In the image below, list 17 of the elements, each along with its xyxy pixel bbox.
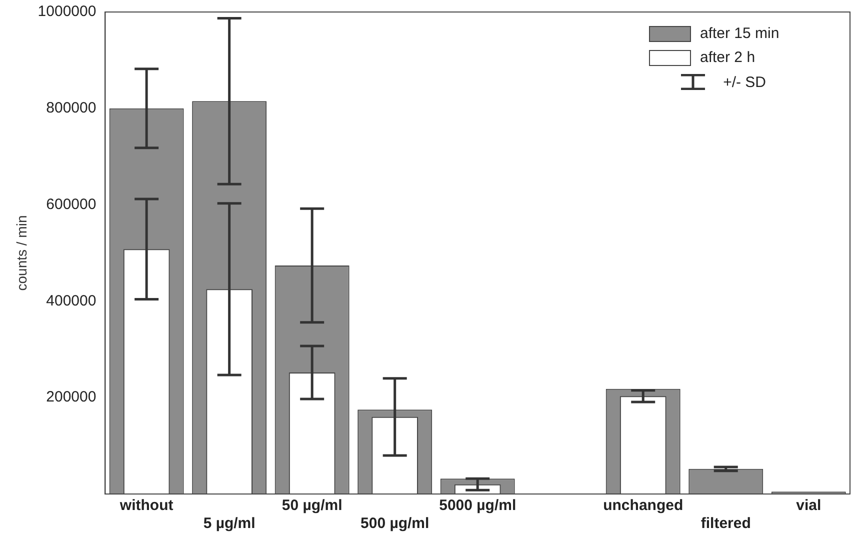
x-tick-label: 50 µg/ml [282, 497, 342, 514]
legend-label: after 15 min [700, 25, 780, 42]
x-tick-label: filtered [700, 515, 751, 532]
x-tick-label: vial [796, 497, 822, 514]
x-tick-label: 5000 µg/ml [439, 497, 516, 514]
x-tick-label: without [118, 497, 174, 514]
y-tick-label: 800000 [46, 100, 96, 117]
x-tick-label: 5 µg/ml [203, 515, 256, 532]
annotation: +/- SD [723, 74, 766, 90]
legend-label: after 2 h [700, 49, 756, 66]
y-axis-title: counts / min [13, 215, 30, 291]
y-tick-label: 1000000 [38, 3, 96, 20]
x-tick-label: unchanged [603, 497, 684, 514]
y-tick-label: 200000 [46, 388, 96, 406]
y-tick-label: 600000 [46, 196, 96, 213]
y-tick-label: 400000 [46, 292, 96, 310]
x-tick-label: 500 µg/ml [360, 515, 430, 532]
